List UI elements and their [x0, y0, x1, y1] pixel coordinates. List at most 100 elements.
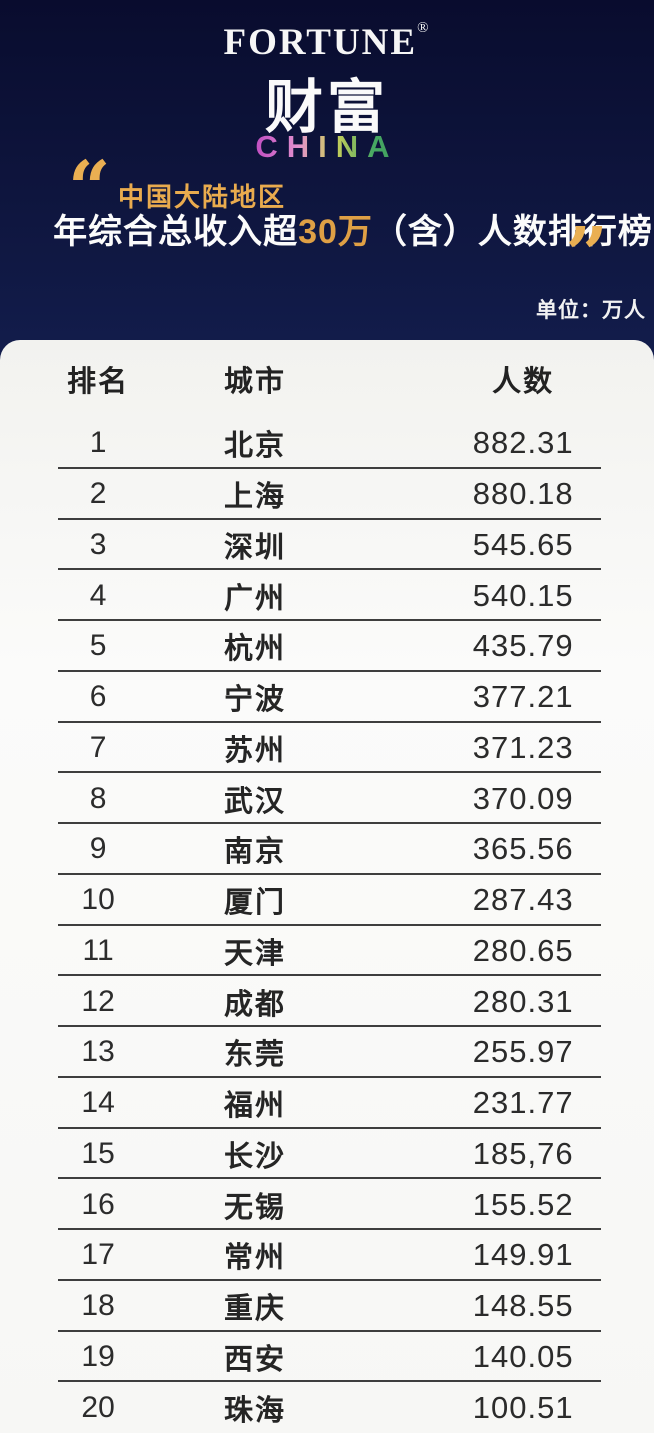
value-cell: 155.52: [472, 1186, 574, 1222]
rank-cell: 2: [89, 477, 107, 511]
city-cell: 天津: [224, 937, 287, 970]
report-title-suffix: （含）人数排行榜: [372, 213, 653, 251]
report-title: 年综合总收入超30万（含）人数排行榜: [0, 204, 654, 253]
city-cell: 福州: [224, 1090, 287, 1123]
city-cell: 长沙: [224, 1140, 287, 1173]
table-row: 4 广州 540.15: [0, 570, 654, 621]
rank-cell: 6: [89, 680, 107, 714]
table-row: 9 南京 365.56: [0, 824, 654, 875]
rank-cell: 11: [82, 933, 114, 967]
rank-cell: 1: [89, 426, 107, 460]
ranking-table-body: 1 北京 882.31 2 上海 880.18 3 深圳 545.65 4 广州 540.15 5 杭州 4…: [0, 418, 654, 1433]
rank-cell: 20: [81, 1390, 115, 1424]
table-row: 3 深圳 545.65: [0, 520, 654, 571]
value-cell: 370.09: [472, 780, 574, 816]
table-row: 1 北京 882.31: [0, 418, 654, 469]
value-cell: 880.18: [472, 476, 574, 512]
table-row: 10 厦门 287.43: [0, 875, 654, 926]
fortune-logo: FORTUNE®: [0, 20, 654, 64]
rank-cell: 19: [81, 1339, 115, 1373]
rank-cell: 10: [81, 883, 115, 917]
rank-cell: 12: [81, 984, 115, 1018]
value-cell: 280.31: [472, 983, 574, 1019]
ranking-card: 排名 城市 人数 1 北京 882.31 2 上海 880.18 3 深圳 545.65 4 广州 5…: [0, 340, 654, 1433]
table-row: 11 天津 280.65: [0, 926, 654, 977]
report-tagline: 中国大陆地区: [118, 182, 287, 212]
value-cell: 371.23: [472, 729, 574, 765]
city-cell: 北京: [224, 430, 287, 463]
rank-cell: 15: [81, 1136, 115, 1170]
fortune-wordmark: FORTUNE: [223, 22, 418, 63]
value-cell: 377.21: [472, 679, 574, 715]
value-cell: 100.51: [472, 1389, 574, 1425]
value-cell: 540.15: [472, 577, 574, 613]
table-row: 16 无锡 155.52: [0, 1179, 654, 1230]
rank-cell: 13: [81, 1035, 115, 1069]
rank-cell: 17: [81, 1238, 115, 1272]
header-section: FORTUNE® 财富 CHINA “ 中国大陆地区 年综合总收入超30万（含）…: [0, 0, 654, 340]
city-cell: 南京: [224, 836, 287, 869]
value-cell: 148.55: [472, 1288, 574, 1324]
city-cell: 杭州: [224, 633, 287, 666]
rank-cell: 14: [81, 1086, 115, 1120]
rank-cell: 9: [89, 832, 107, 866]
table-row: 15 长沙 185,76: [0, 1129, 654, 1180]
rank-cell: 8: [89, 781, 107, 815]
value-cell: 140.05: [472, 1338, 574, 1374]
city-cell: 重庆: [224, 1293, 287, 1326]
city-cell: 东莞: [224, 1039, 287, 1072]
city-cell: 珠海: [224, 1394, 287, 1427]
table-row: 5 杭州 435.79: [0, 621, 654, 672]
table-row: 12 成都 280.31: [0, 976, 654, 1027]
table-row: 20 珠海 100.51: [0, 1382, 654, 1433]
table-row: 2 上海 880.18: [0, 469, 654, 520]
city-cell: 常州: [224, 1242, 287, 1275]
table-row: 19 西安 140.05: [0, 1332, 654, 1383]
brand-region-wrap: CHINA: [0, 129, 654, 165]
city-cell: 西安: [224, 1343, 287, 1376]
value-cell: 149.91: [472, 1237, 574, 1273]
city-cell: 武汉: [224, 785, 287, 818]
city-cell: 无锡: [224, 1191, 287, 1224]
city-cell: 成都: [224, 988, 287, 1021]
value-cell: 435.79: [472, 628, 574, 664]
rank-cell: 7: [89, 730, 107, 764]
table-row: 17 常州 149.91: [0, 1230, 654, 1281]
table-row: 14 福州 231.77: [0, 1078, 654, 1129]
value-cell: 231.77: [472, 1085, 574, 1121]
rank-cell: 4: [89, 578, 107, 612]
table-row: 6 宁波 377.21: [0, 672, 654, 723]
value-cell: 185,76: [472, 1135, 574, 1171]
value-cell: 545.65: [472, 526, 574, 562]
report-title-highlight: 30万: [298, 213, 373, 251]
value-cell: 280.65: [472, 932, 574, 968]
table-row: 7 苏州 371.23: [0, 723, 654, 774]
table-row: 8 武汉 370.09: [0, 773, 654, 824]
rank-cell: 18: [81, 1289, 115, 1323]
table-header-row: 排名 城市 人数: [0, 340, 654, 418]
value-cell: 365.56: [472, 831, 574, 867]
column-header-rank: 排名: [67, 366, 130, 398]
column-header-city: 城市: [224, 366, 287, 398]
city-cell: 广州: [224, 582, 287, 615]
report-title-prefix: 年综合总收入超: [53, 213, 299, 251]
city-cell: 厦门: [224, 887, 287, 920]
value-cell: 882.31: [472, 425, 574, 461]
close-quote-icon: ”: [565, 212, 608, 298]
brand-region: CHINA: [255, 129, 399, 164]
column-header-count: 人数: [492, 366, 555, 398]
city-cell: 上海: [224, 481, 287, 514]
unit-label: 单位：万人: [536, 299, 646, 322]
registered-mark: ®: [417, 20, 431, 36]
city-cell: 深圳: [224, 531, 287, 564]
rank-cell: 5: [89, 629, 107, 663]
open-quote-icon: “: [68, 146, 111, 232]
city-cell: 宁波: [224, 684, 287, 717]
value-cell: 287.43: [472, 882, 574, 918]
brand-chinese-name: 财富: [264, 75, 389, 140]
city-cell: 苏州: [224, 734, 287, 767]
rank-cell: 3: [89, 527, 107, 561]
table-row: 13 东莞 255.97: [0, 1027, 654, 1078]
rank-cell: 16: [81, 1187, 115, 1221]
value-cell: 255.97: [472, 1034, 574, 1070]
